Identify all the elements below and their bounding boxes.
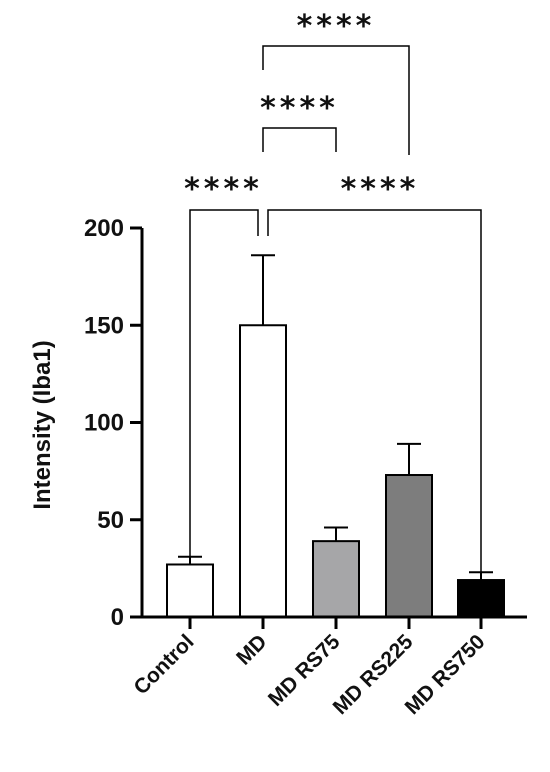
- y-tick-label: 0: [111, 604, 124, 631]
- significance-bracket: [262, 127, 337, 152]
- bar-md-rs75: [312, 540, 360, 619]
- bars: [166, 254, 505, 619]
- y-axis: 0 50 100 150 200: [84, 215, 144, 631]
- bar-md: [239, 324, 287, 618]
- x-tick-label: MD: [232, 630, 271, 669]
- bar-md-rs225: [385, 474, 433, 619]
- y-tick-label: 150: [84, 312, 124, 339]
- significance-bracket: [189, 209, 259, 562]
- bar-control: [166, 563, 214, 618]
- significance-bracket: [267, 209, 482, 575]
- y-tick-label: 50: [97, 507, 124, 534]
- significance-label: ****: [341, 172, 420, 207]
- significance-bracket: [262, 45, 410, 155]
- bar-md-rs750: [457, 579, 505, 618]
- y-axis-label: Intensity (Iba1): [29, 340, 56, 509]
- significance-brackets: **** **** **** ****: [184, 9, 482, 575]
- x-tick-label: Control: [129, 630, 198, 699]
- significance-label: ****: [297, 9, 376, 44]
- y-tick-label: 100: [84, 410, 124, 437]
- y-tick-label: 200: [84, 215, 124, 242]
- significance-label: ****: [260, 91, 339, 126]
- significance-label: ****: [184, 172, 263, 207]
